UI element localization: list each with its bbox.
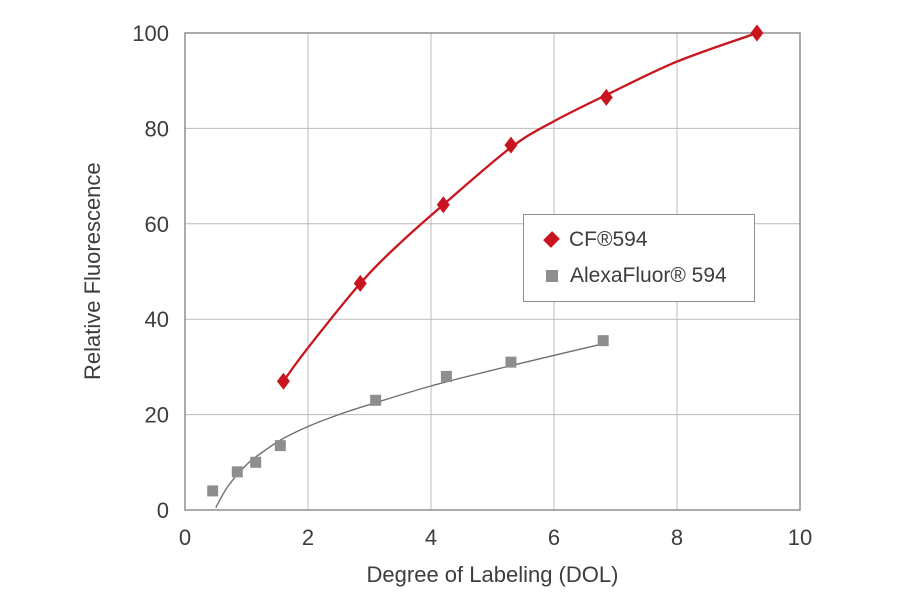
data-point-square	[370, 394, 382, 406]
data-point-diamond	[436, 196, 450, 214]
y-tick-label: 0	[157, 498, 169, 523]
x-tick-label: 4	[425, 525, 437, 550]
data-point-diamond	[353, 274, 367, 292]
data-point-square	[250, 456, 262, 468]
y-tick-label: 100	[132, 21, 169, 46]
square-marker-icon	[546, 270, 558, 283]
data-point-square	[274, 440, 286, 452]
legend-item-cf594: CF®594	[543, 227, 754, 252]
data-point-square	[505, 356, 517, 368]
plot-border	[184, 32, 801, 511]
x-tick-label: 6	[548, 525, 560, 550]
x-tick-label: 10	[788, 525, 812, 550]
legend: CF®594 AlexaFluor® 594	[523, 214, 755, 302]
data-point-square	[207, 485, 219, 497]
data-point-diamond	[504, 136, 518, 154]
legend-item-alexafluor594: AlexaFluor® 594	[546, 264, 754, 288]
legend-label-cf594: CF®594	[569, 227, 648, 251]
data-point-diamond	[750, 24, 764, 42]
x-tick-label: 8	[671, 525, 683, 550]
diamond-marker-icon	[543, 231, 560, 249]
data-point-square	[440, 370, 452, 382]
trend-line-series-0	[282, 31, 758, 382]
data-point-diamond	[276, 372, 290, 390]
x-tick-label: 2	[302, 525, 314, 550]
data-point-square	[597, 335, 609, 347]
x-axis-label: Degree of Labeling (DOL)	[366, 562, 619, 587]
y-tick-label: 60	[145, 212, 169, 237]
y-tick-label: 80	[145, 116, 169, 141]
data-point-square	[231, 466, 243, 478]
y-tick-label: 40	[145, 307, 169, 332]
y-axis-label: Relative Fluorescence	[80, 162, 105, 381]
data-point-diamond	[599, 88, 613, 106]
trend-line-series-1	[215, 342, 607, 508]
legend-label-alexafluor594: AlexaFluor® 594	[570, 264, 727, 288]
y-tick-label: 20	[145, 403, 169, 428]
x-tick-label: 0	[179, 525, 191, 550]
